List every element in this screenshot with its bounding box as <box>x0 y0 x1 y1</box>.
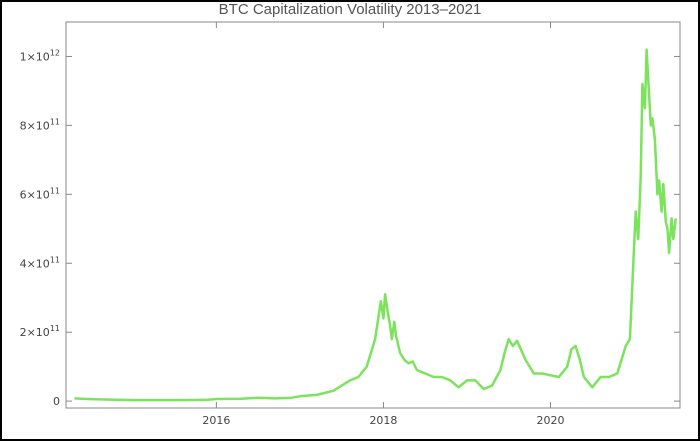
y-tick-label: 4×1011 <box>20 255 60 270</box>
chart-title: BTC Capitalization Volatility 2013–2021 <box>218 1 482 18</box>
x-tick-label: 2018 <box>369 414 397 427</box>
y-tick-label: 8×1011 <box>20 117 60 132</box>
plot-area <box>65 21 681 409</box>
x-tick-label: 2016 <box>202 414 230 427</box>
x-tick-label: 2020 <box>537 414 565 427</box>
x-axis: 2016 2018 2020 <box>202 22 565 427</box>
y-axis: 0 2×1011 4×1011 6×1011 8×1011 1×1012 <box>20 48 680 408</box>
y-tick-label: 2×1011 <box>20 324 60 339</box>
series-line <box>74 48 678 402</box>
y-tick-label: 1×1012 <box>20 48 60 63</box>
y-tick-label: 0 <box>53 395 60 408</box>
y-tick-label: 6×1011 <box>20 186 60 201</box>
